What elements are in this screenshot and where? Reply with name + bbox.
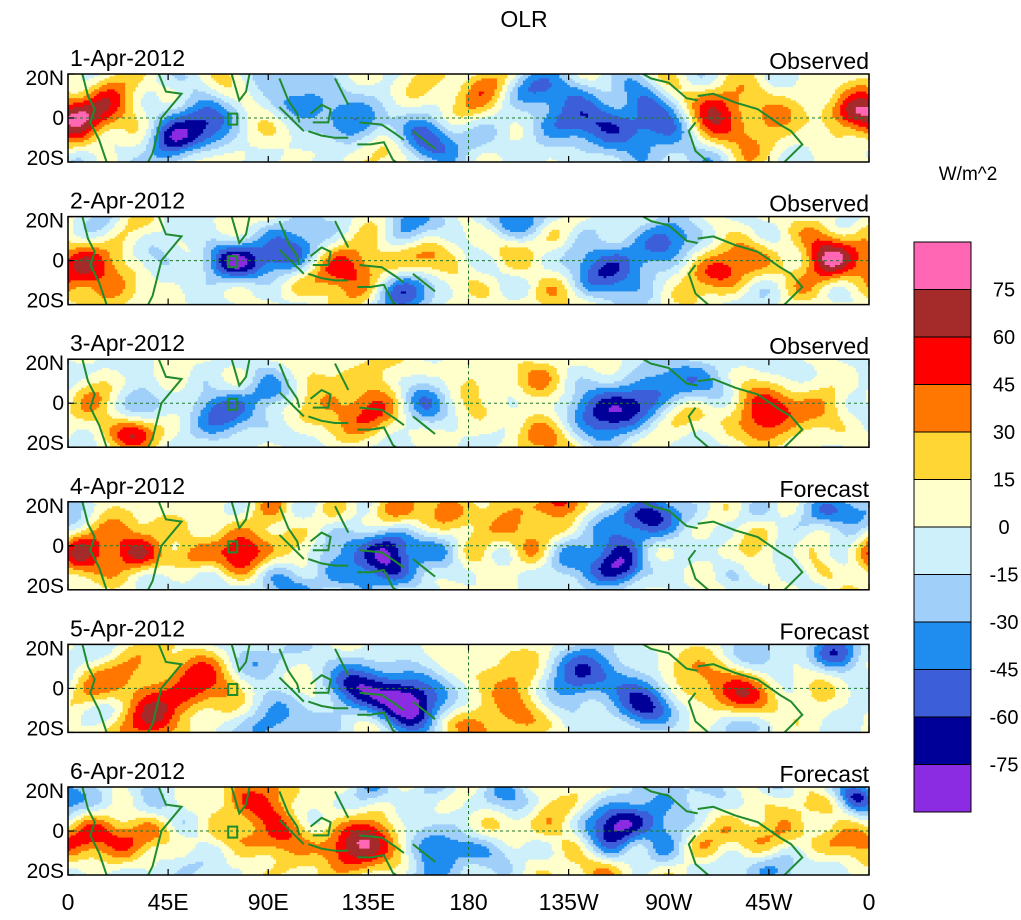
panel-date: 3-Apr-2012 xyxy=(70,330,185,356)
y-tick-label: 20S xyxy=(27,717,64,740)
panel-date: 6-Apr-2012 xyxy=(70,758,185,784)
colorbar-swatch xyxy=(913,336,972,385)
coastlines xyxy=(81,359,804,448)
colorbar-swatch xyxy=(913,431,972,480)
panel-type-label: Observed xyxy=(769,48,869,74)
panel-4: 20N 0 20S 4-Apr-2012 Forecast xyxy=(25,473,870,598)
y-tick-label: 20S xyxy=(27,147,64,170)
colorbar-swatch xyxy=(913,574,972,623)
y-tick-label: 20S xyxy=(27,575,64,598)
x-tick-label: 0 xyxy=(62,889,75,915)
panel-date: 1-Apr-2012 xyxy=(70,45,185,71)
colorbar-level-label: 45 xyxy=(993,375,1015,397)
colorbar-level-label: 60 xyxy=(993,327,1015,349)
panel-date: 2-Apr-2012 xyxy=(70,188,185,214)
panel-type-label: Observed xyxy=(769,333,869,359)
y-tick-label: 0 xyxy=(52,820,64,843)
colorbar-level-label: 30 xyxy=(993,422,1015,444)
coastlines xyxy=(81,787,804,875)
panel-date: 4-Apr-2012 xyxy=(70,473,185,499)
olr-field xyxy=(68,359,869,448)
y-tick-label: 0 xyxy=(52,392,64,415)
y-tick-label: 20N xyxy=(25,210,64,233)
panel-type-label: Forecast xyxy=(780,761,870,787)
panel-type-label: Forecast xyxy=(780,476,870,502)
panel-6: 20N 0 20S 6-Apr-2012 Forecast xyxy=(25,758,870,883)
y-tick-label: 20N xyxy=(25,780,64,803)
y-tick-label: 20S xyxy=(27,290,64,313)
x-tick-label: 45W xyxy=(745,889,793,915)
olr-field xyxy=(68,787,869,875)
colorbar-level-label: -30 xyxy=(990,612,1019,634)
panel-1: 20N 0 20S 1-Apr-2012 Observed xyxy=(25,45,870,170)
x-tick-label: 45E xyxy=(148,889,189,915)
colorbar-level-label: 75 xyxy=(993,280,1015,302)
y-tick-label: 0 xyxy=(52,677,64,700)
y-tick-label: 20N xyxy=(25,637,64,660)
colorbar-swatch xyxy=(913,526,972,575)
y-tick-label: 20S xyxy=(27,432,64,455)
x-tick-label: 135E xyxy=(342,889,396,915)
olr-field xyxy=(68,216,869,305)
colorbar: W/m^2 75 60 45 30 15 0 -15 -30 -45 -60 -75 xyxy=(913,164,1019,813)
y-tick-label: 20S xyxy=(27,860,64,883)
chart-title: OLR xyxy=(500,6,547,32)
colorbar-swatch xyxy=(913,621,972,670)
x-tick-label: 90W xyxy=(645,889,693,915)
x-tick-label: 135W xyxy=(539,889,599,915)
y-tick-label: 0 xyxy=(52,107,64,130)
coastlines xyxy=(81,74,804,162)
colorbar-level-label: 0 xyxy=(998,517,1009,539)
olr-field xyxy=(68,501,869,590)
panel-type-label: Forecast xyxy=(780,618,870,644)
y-tick-label: 0 xyxy=(52,250,64,273)
colorbar-swatch xyxy=(913,241,972,290)
panel-date: 5-Apr-2012 xyxy=(70,615,185,641)
colorbar-level-label: -45 xyxy=(990,660,1019,682)
y-tick-label: 20N xyxy=(25,352,64,375)
panel-type-label: Observed xyxy=(769,191,869,217)
colorbar-swatch xyxy=(913,289,972,338)
colorbar-swatch xyxy=(913,764,972,813)
panel-2: 20N 0 20S 2-Apr-2012 Observed xyxy=(25,188,870,313)
colorbar-swatch xyxy=(913,479,972,528)
colorbar-level-label: 15 xyxy=(993,470,1015,492)
x-tick-label: 180 xyxy=(449,889,487,915)
colorbar-level-label: -60 xyxy=(990,707,1019,729)
panel-3: 20N 0 20S 3-Apr-2012 Observed xyxy=(25,330,870,455)
y-tick-label: 20N xyxy=(25,67,64,90)
x-axis: 0 45E 90E 135E 180 135W 90W 45W 0 xyxy=(62,889,876,915)
colorbar-level-label: -75 xyxy=(990,755,1019,777)
panels: 20N 0 20S 1-Apr-2012 Observed 20N 0 20S 2-Apr-20… xyxy=(25,45,870,883)
y-tick-label: 0 xyxy=(52,535,64,558)
colorbar-level-label: -15 xyxy=(990,565,1019,587)
y-tick-label: 20N xyxy=(25,495,64,518)
colorbar-swatch xyxy=(913,384,972,433)
x-tick-label: 90E xyxy=(248,889,289,915)
colorbar-swatch xyxy=(913,669,972,718)
x-tick-label: 0 xyxy=(863,889,876,915)
colorbar-swatch xyxy=(913,716,972,765)
colorbar-units: W/m^2 xyxy=(939,164,998,185)
panel-5: 20N 0 20S 5-Apr-2012 Forecast xyxy=(25,615,870,740)
olr-field xyxy=(68,644,869,733)
